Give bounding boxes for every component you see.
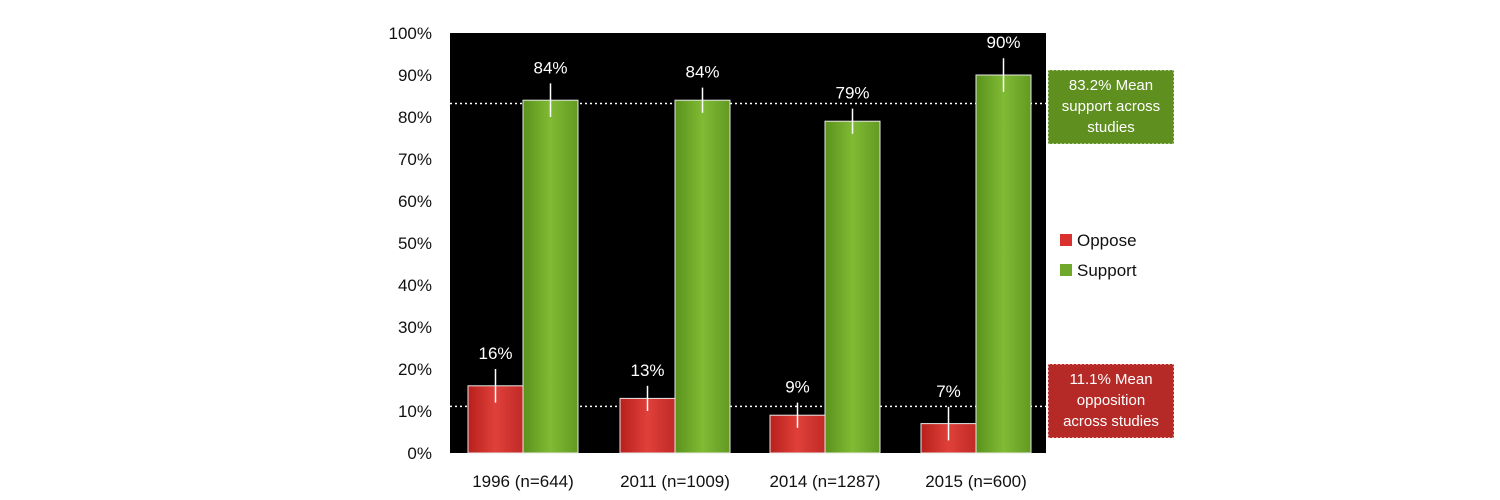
bar-support: [824, 120, 881, 454]
mean-box-text: 11.1% Mean: [1069, 371, 1152, 388]
y-axis: 0% 10% 20% 30% 40% 50% 60% 70% 80% 90% 100%: [389, 24, 432, 463]
error-bars: [494, 58, 1005, 441]
x-tick-label: 2011 (n=1009): [620, 472, 730, 491]
mean-box-text: studies: [1087, 119, 1135, 136]
y-tick-label: 60%: [398, 192, 432, 211]
data-label: 7%: [936, 382, 961, 401]
legend-label: Support: [1077, 261, 1137, 280]
mean-box-text: 83.2% Mean: [1069, 77, 1153, 94]
data-label: 84%: [533, 58, 567, 77]
mean-box: [1047, 363, 1175, 439]
x-axis: 1996 (n=644) 2011 (n=1009) 2014 (n=1287) 20…: [472, 472, 1027, 491]
y-tick-label: 70%: [398, 150, 432, 169]
x-tick-label: 2014 (n=1287): [769, 472, 880, 491]
reference-boxes: 83.2% Mean support across studies 11.1% Mea…: [1047, 69, 1175, 439]
legend: Oppose Support: [1060, 231, 1137, 280]
data-labels: 16% 13% 9% 7% 84% 84% 79% 90%: [478, 33, 1020, 401]
y-tick-label: 30%: [398, 318, 432, 337]
legend-swatch: [1060, 264, 1072, 276]
bar-support: [674, 99, 731, 454]
data-label: 13%: [630, 361, 664, 380]
bar-support: [522, 99, 579, 454]
data-label: 84%: [685, 63, 719, 82]
y-tick-label: 10%: [398, 402, 432, 421]
mean-box: [1047, 69, 1175, 145]
y-tick-label: 50%: [398, 234, 432, 253]
x-tick-label: 2015 (n=600): [925, 472, 1027, 491]
legend-label: Oppose: [1077, 231, 1137, 250]
mean-box-text: opposition: [1077, 392, 1145, 409]
reference-lines: [450, 102, 1046, 408]
bar-support: [975, 74, 1032, 454]
x-tick-label: 1996 (n=644): [472, 472, 574, 491]
y-tick-label: 80%: [398, 108, 432, 127]
mean-box-text: across studies: [1063, 413, 1159, 430]
y-tick-label: 90%: [398, 66, 432, 85]
y-tick-label: 0%: [407, 444, 432, 463]
bars: [467, 74, 1032, 454]
data-label: 16%: [478, 344, 512, 363]
data-label: 79%: [835, 84, 869, 103]
legend-swatch: [1060, 234, 1072, 246]
mean-box-text: support across: [1062, 98, 1160, 115]
y-tick-label: 100%: [389, 24, 432, 43]
data-label: 9%: [785, 378, 810, 397]
data-label: 90%: [986, 33, 1020, 52]
y-tick-label: 40%: [398, 276, 432, 295]
y-tick-label: 20%: [398, 360, 432, 379]
